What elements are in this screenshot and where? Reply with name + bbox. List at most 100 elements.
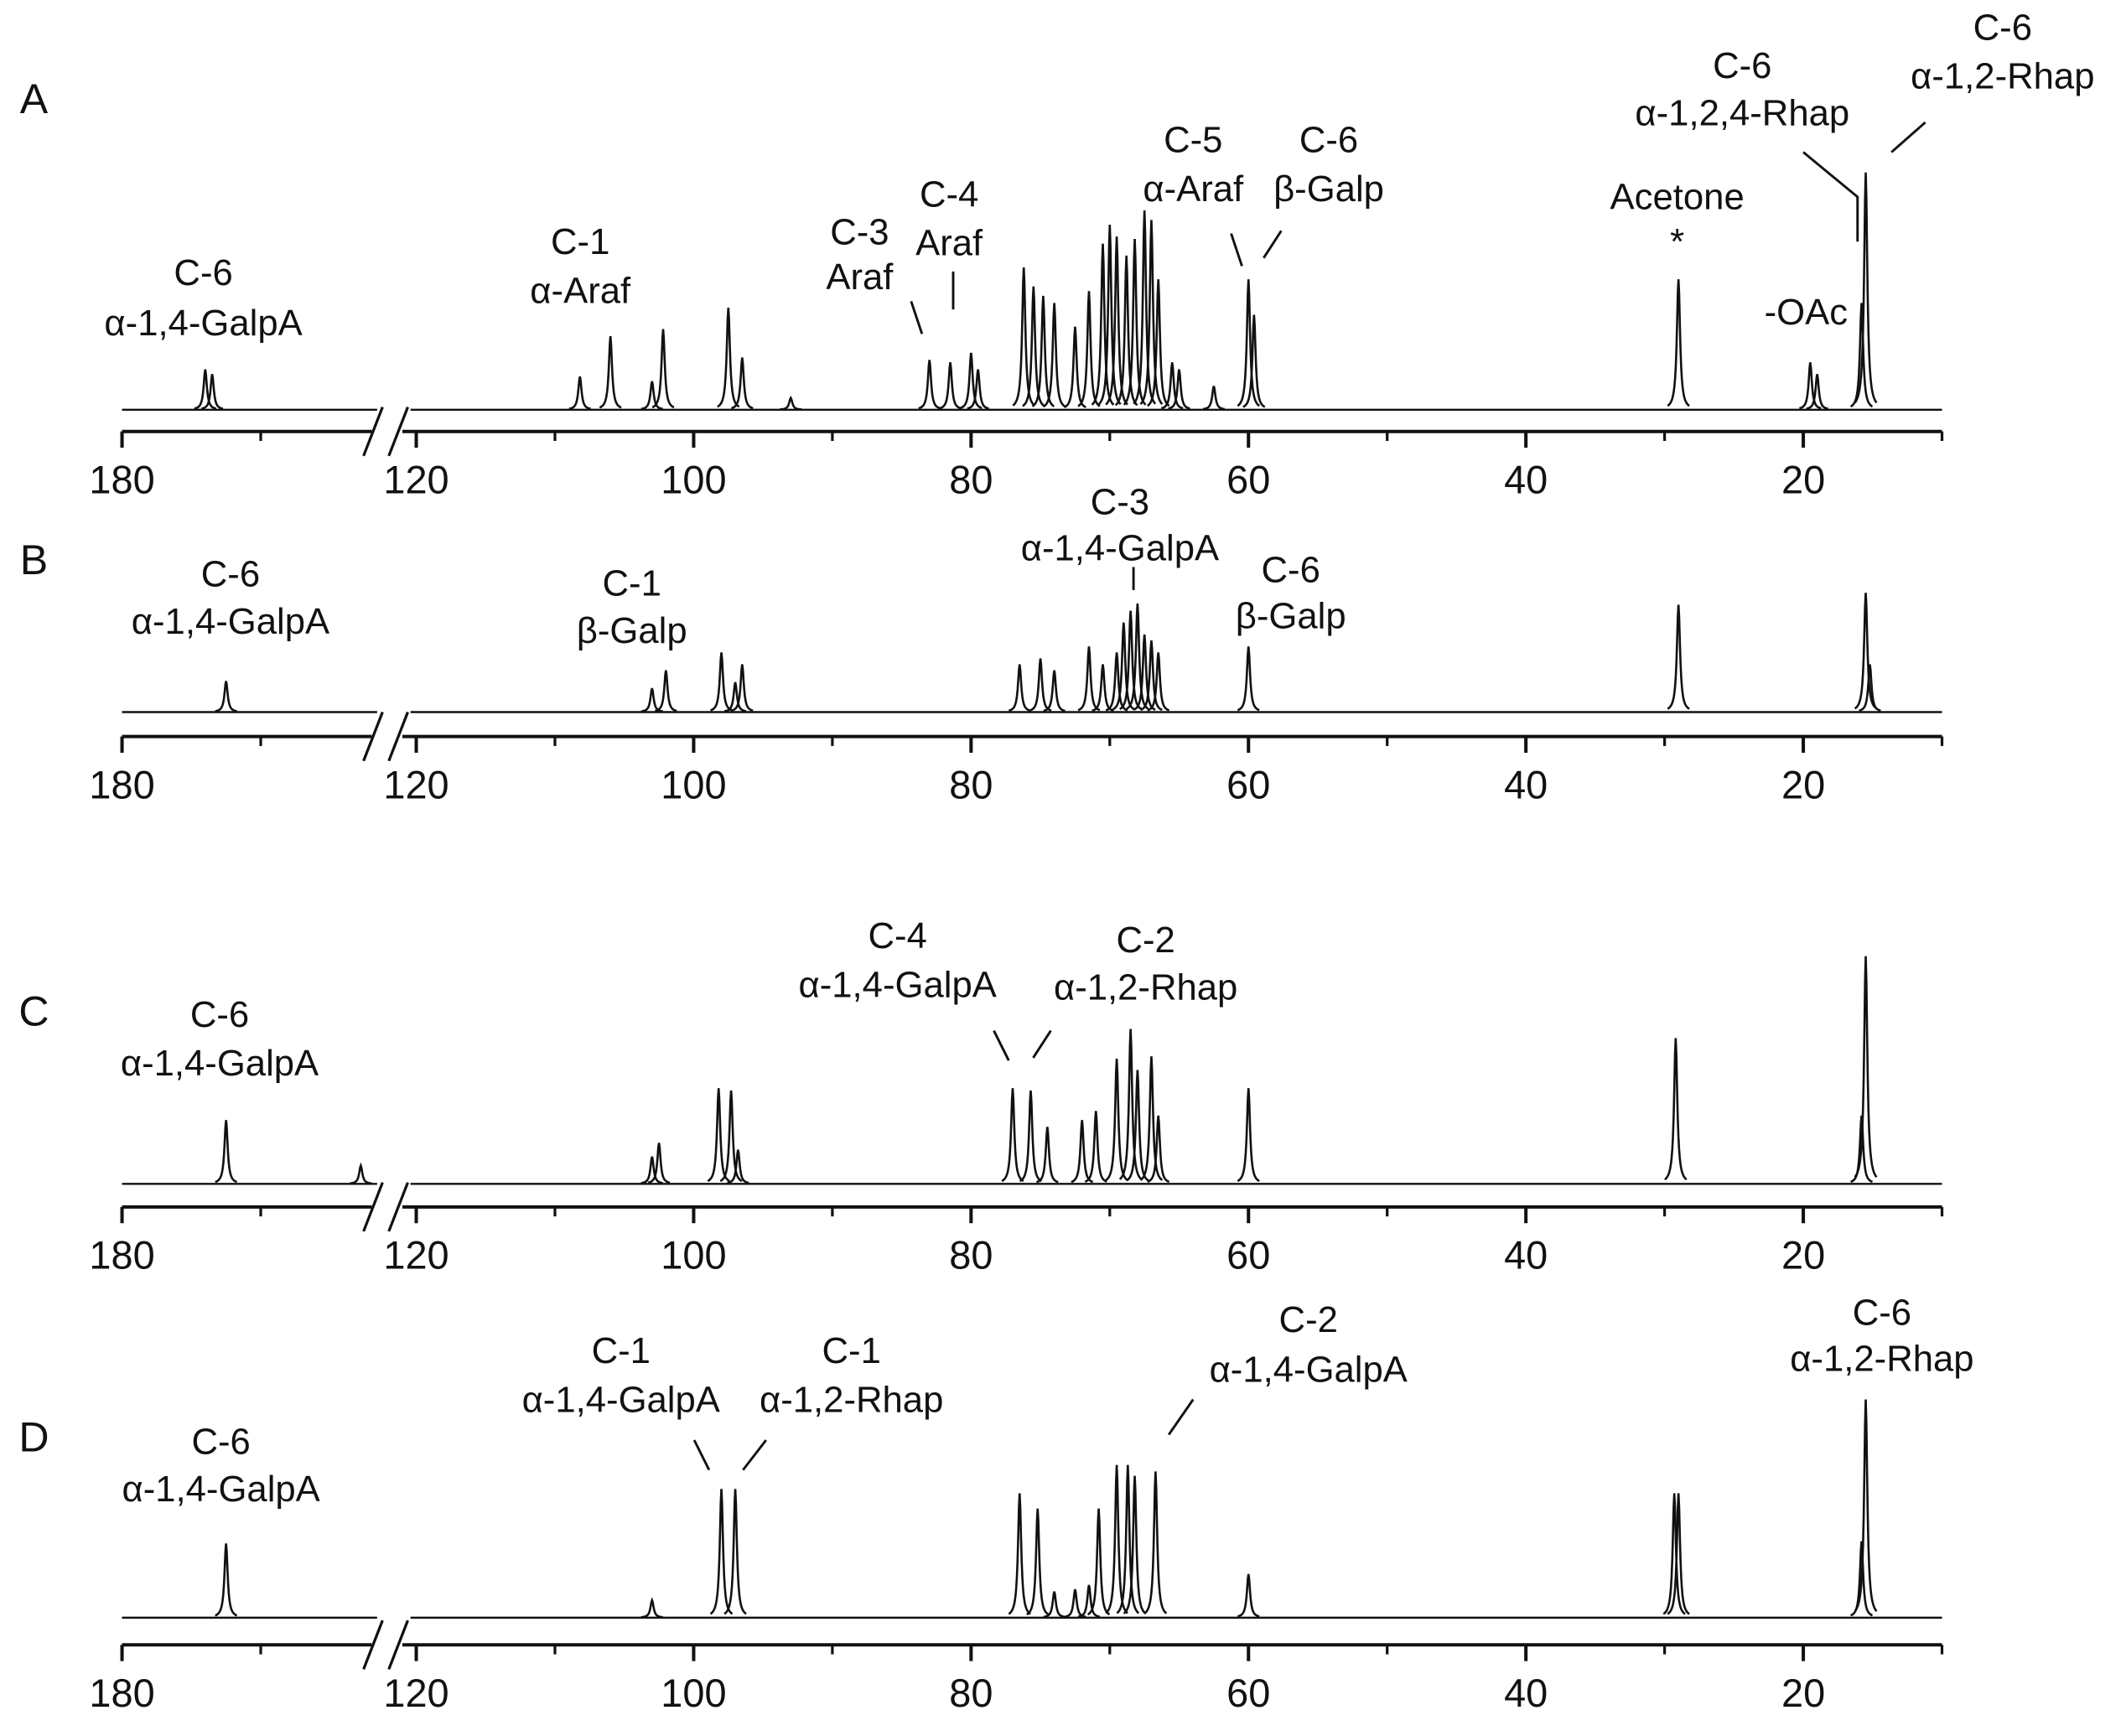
- annotation: C-1: [551, 221, 609, 262]
- peak: [1237, 279, 1260, 407]
- x-tick-label: 120: [383, 1671, 449, 1715]
- peak: [731, 664, 754, 713]
- peak: [640, 687, 663, 713]
- annotation: -OAc: [1765, 292, 1848, 333]
- annotation: C-6: [201, 553, 260, 594]
- x-tick-label: 40: [1504, 1671, 1548, 1715]
- peak: [1139, 640, 1163, 712]
- annotation: α-1,4-GalpA: [1021, 528, 1220, 569]
- peak: [1667, 1493, 1690, 1615]
- peak: [1854, 172, 1878, 404]
- peak: [1086, 1508, 1111, 1616]
- peak: [1123, 239, 1147, 406]
- annotation: C-4: [869, 915, 927, 956]
- peak: [1667, 279, 1690, 407]
- peak: [709, 1489, 734, 1615]
- peak: [215, 1120, 238, 1184]
- annotation: C-6: [1299, 120, 1358, 161]
- peak: [1043, 1591, 1066, 1619]
- annotation: β-Galp: [1273, 168, 1384, 210]
- x-tick-label: 120: [383, 1234, 449, 1277]
- annotation: β-Galp: [1236, 595, 1346, 636]
- peak: [1139, 1056, 1164, 1181]
- leader-line: [1263, 230, 1283, 259]
- peak: [215, 1543, 238, 1617]
- annotation: α-1,4-GalpA: [121, 1043, 319, 1084]
- annotation: α-1,2-Rhap: [760, 1379, 943, 1420]
- peak: [1202, 386, 1226, 411]
- peak: [1143, 1471, 1168, 1614]
- peak: [655, 670, 677, 713]
- annotation: α-1,2,4-Rhap: [1635, 92, 1849, 133]
- peak: [1168, 369, 1190, 410]
- x-tick-label: 80: [949, 459, 993, 502]
- peak: [1022, 286, 1045, 407]
- annotation: C-3: [1091, 482, 1149, 523]
- peak: [1105, 236, 1128, 406]
- peak: [1854, 956, 1878, 1179]
- peak: [1116, 1464, 1140, 1614]
- peak: [1064, 1588, 1086, 1619]
- x-tick-label: 40: [1504, 763, 1548, 806]
- annotation: α-1,4-GalpA: [132, 601, 330, 642]
- x-tick-label: 20: [1781, 1234, 1825, 1277]
- annotation: α-1,4-GalpA: [799, 964, 998, 1005]
- peak: [1105, 1058, 1128, 1181]
- x-tick-label: 100: [661, 1234, 726, 1277]
- x-tick-label: 120: [383, 459, 449, 502]
- peak: [723, 1489, 747, 1615]
- x-tick-label: 120: [383, 763, 449, 806]
- peak: [1026, 1508, 1050, 1616]
- leader-line: [692, 1439, 711, 1471]
- peak: [1147, 652, 1170, 712]
- x-tick-label: 100: [661, 1671, 726, 1715]
- peak: [640, 381, 663, 411]
- annotation: Acetone: [1610, 177, 1745, 218]
- peak: [723, 681, 747, 713]
- peak: [568, 376, 591, 410]
- axis-break: [387, 1182, 409, 1232]
- annotation: C-6: [1713, 45, 1771, 86]
- peak: [918, 360, 941, 410]
- peak: [599, 335, 622, 409]
- annotation: Araf: [915, 223, 983, 264]
- annotation: Araf: [826, 257, 894, 298]
- axis-break: [362, 407, 384, 457]
- leader-line: [910, 300, 924, 334]
- peak: [1123, 1475, 1147, 1614]
- peak: [1036, 1127, 1059, 1184]
- peak: [960, 352, 983, 410]
- axis-break: [387, 711, 409, 762]
- peak: [1147, 1115, 1170, 1184]
- peak: [1092, 664, 1114, 713]
- leader-line: [1802, 151, 1859, 242]
- axis-break: [387, 407, 409, 457]
- peak: [1029, 658, 1052, 712]
- peak: [1012, 267, 1035, 407]
- panel-label: C: [18, 987, 49, 1034]
- peak: [350, 1162, 372, 1184]
- peak: [1019, 1090, 1043, 1183]
- annotation: C-2: [1279, 1299, 1338, 1340]
- annotation: C-1: [603, 563, 661, 604]
- peak: [200, 374, 224, 410]
- peak: [640, 1156, 663, 1184]
- peak: [647, 1143, 671, 1184]
- x-tick-label: 180: [89, 1671, 154, 1715]
- annotation: C-5: [1164, 120, 1222, 161]
- peak: [967, 369, 989, 410]
- peak: [1146, 279, 1170, 407]
- peak: [1237, 646, 1260, 712]
- peak: [1008, 664, 1031, 713]
- annotation: C-3: [830, 212, 889, 253]
- annotation: α-Araf: [530, 270, 631, 311]
- peak: [731, 357, 754, 410]
- annotation: C-4: [920, 174, 978, 215]
- peak: [939, 362, 962, 410]
- peak: [1667, 604, 1690, 710]
- peak: [1237, 1088, 1260, 1183]
- annotation: α-1,4-GalpA: [1210, 1350, 1408, 1391]
- peak: [1105, 1464, 1128, 1614]
